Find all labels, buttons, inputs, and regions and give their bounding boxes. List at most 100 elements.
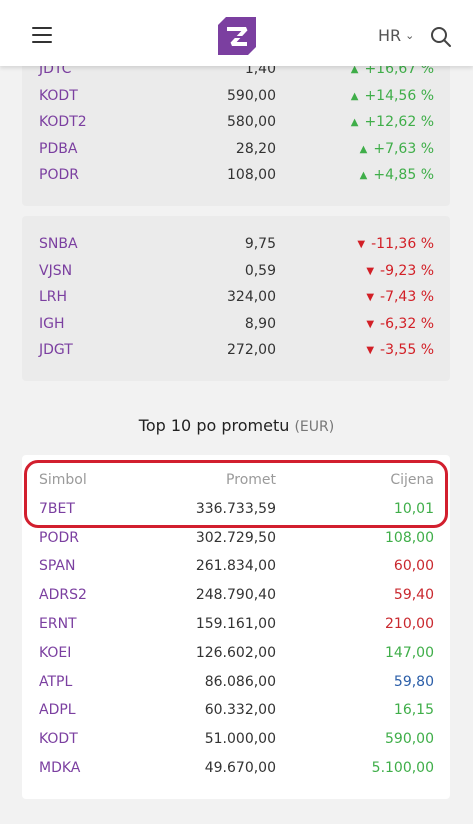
triangle-up-icon: ▲ — [350, 64, 359, 75]
section-title: Top 10 po prometu (EUR) — [0, 416, 473, 435]
row-symbol[interactable]: ATPL — [39, 673, 73, 690]
table-row[interactable]: MDKA 49.670,00 5.100,00 — [22, 755, 450, 784]
gainers-card: JDTC 1,40 ▲ +16,67 % KODT 590,00 ▲ +14,56 % KODT… — [22, 44, 450, 206]
mover-row[interactable]: KODT2 580,00 ▲ +12,62 % — [22, 110, 450, 137]
row-turnover: 49.670,00 — [204, 759, 276, 776]
triangle-up-icon: ▲ — [350, 90, 359, 102]
triangle-down-icon: ▼ — [366, 292, 375, 303]
triangle-up-icon: ▲ — [359, 170, 368, 181]
row-price: 5.100,00 — [371, 759, 434, 776]
mover-change: ▼ -9,23 % — [366, 263, 434, 279]
mover-change: ▼ -3,55 % — [366, 342, 434, 358]
mover-value: 324,00 — [227, 289, 276, 305]
table-row[interactable]: ADPL 60.332,00 16,15 — [22, 697, 450, 726]
table-row[interactable]: KODT 51.000,00 590,00 — [22, 726, 450, 755]
triangle-up-icon: ▲ — [359, 143, 368, 155]
mover-row[interactable]: KODT 590,00 ▲ +14,56 % — [22, 84, 450, 111]
menu-icon[interactable] — [32, 27, 52, 43]
row-symbol[interactable]: ADRS2 — [39, 587, 87, 604]
chevron-down-icon: ⌄ — [405, 29, 415, 42]
table-row[interactable]: 7BET 336.733,59 10,01 — [22, 496, 450, 525]
row-price: 147,00 — [385, 644, 434, 661]
mover-change-value: +14,56 % — [364, 87, 434, 104]
row-symbol[interactable]: ADPL — [39, 702, 76, 719]
mover-row[interactable]: VJSN 0,59 ▼ -9,23 % — [22, 259, 450, 286]
mover-change-value: -9,23 % — [380, 262, 434, 279]
row-price: 60,00 — [393, 558, 434, 575]
row-price: 59,80 — [393, 673, 434, 690]
row-turnover: 336.733,59 — [195, 500, 276, 517]
mover-value: 9,75 — [244, 236, 276, 252]
mover-symbol[interactable]: KODT2 — [39, 114, 87, 130]
mover-value: 108,00 — [227, 167, 276, 183]
row-symbol[interactable]: ERNT — [39, 615, 77, 632]
mover-change-value: +7,63 % — [373, 140, 434, 157]
mover-row[interactable]: JDGT 272,00 ▼ -3,55 % — [22, 338, 450, 365]
mover-row[interactable]: PODR 108,00 ▲ +4,85 % — [22, 163, 450, 190]
mover-row[interactable]: IGH 8,90 ▼ -6,32 % — [22, 312, 450, 339]
row-symbol[interactable]: MDKA — [39, 759, 81, 776]
table-row[interactable]: ADRS2 248.790,40 59,40 — [22, 582, 450, 611]
mover-change-value: +12,62 % — [364, 114, 434, 130]
mover-change-value: -3,55 % — [380, 342, 434, 358]
language-label: HR — [378, 26, 402, 45]
mover-row[interactable]: LRH 324,00 ▼ -7,43 % — [22, 285, 450, 312]
mover-value: 8,90 — [244, 315, 276, 332]
mover-change-value: +4,85 % — [373, 167, 434, 183]
triangle-down-icon: ▼ — [366, 345, 375, 356]
row-symbol[interactable]: KOEI — [39, 644, 72, 661]
row-symbol[interactable]: SPAN — [39, 558, 76, 575]
language-selector[interactable]: HR ⌄ — [378, 26, 414, 45]
table-row[interactable]: PODR 302.729,50 108,00 — [22, 525, 450, 554]
mover-value: 580,00 — [227, 114, 276, 130]
turnover-table: Simbol Promet Cijena 7BET 336.733,59 10,01… — [22, 455, 450, 799]
mover-symbol[interactable]: IGH — [39, 315, 65, 332]
row-symbol[interactable]: KODT — [39, 731, 78, 748]
mover-change: ▲ +7,63 % — [360, 141, 434, 157]
turnover-rows: 7BET 336.733,59 10,01 PODR 302.729,50 108,00 S… — [22, 496, 450, 784]
mover-change-value: -11,36 % — [371, 236, 434, 252]
row-turnover: 261.834,00 — [195, 558, 276, 575]
header-symbol: Simbol — [39, 472, 87, 488]
triangle-up-icon: ▲ — [350, 117, 359, 128]
table-row[interactable]: SPAN 261.834,00 60,00 — [22, 553, 450, 582]
mover-symbol[interactable]: VJSN — [39, 262, 73, 279]
row-symbol[interactable]: PODR — [39, 529, 79, 546]
zse-logo-icon[interactable] — [218, 17, 256, 55]
row-price: 108,00 — [385, 529, 434, 546]
table-row[interactable]: ERNT 159.161,00 210,00 — [22, 611, 450, 640]
losers-list: SNBA 9,75 ▼ -11,36 % VJSN 0,59 ▼ -9,23 % LRH 324,… — [22, 232, 450, 365]
triangle-down-icon: ▼ — [366, 265, 375, 277]
mover-symbol[interactable]: PDBA — [39, 140, 78, 157]
row-turnover: 60.332,00 — [204, 702, 276, 719]
mover-symbol[interactable]: LRH — [39, 289, 68, 305]
mover-symbol[interactable]: PODR — [39, 167, 79, 183]
table-row[interactable]: KOEI 126.602,00 147,00 — [22, 640, 450, 669]
mover-symbol[interactable]: SNBA — [39, 236, 78, 252]
app-header: HR ⌄ — [0, 0, 473, 66]
row-price: 16,15 — [393, 702, 434, 719]
triangle-down-icon: ▼ — [357, 239, 366, 250]
mover-change: ▼ -7,43 % — [366, 289, 434, 305]
header-price: Cijena — [390, 472, 434, 488]
mover-value: 28,20 — [235, 140, 276, 157]
mover-symbol[interactable]: KODT — [39, 87, 78, 104]
triangle-down-icon: ▼ — [366, 318, 375, 330]
mover-row[interactable]: SNBA 9,75 ▼ -11,36 % — [22, 232, 450, 259]
mover-change: ▼ -11,36 % — [357, 236, 434, 252]
mover-change: ▼ -6,32 % — [366, 316, 434, 332]
row-price: 10,01 — [393, 500, 434, 517]
row-price: 59,40 — [393, 587, 434, 604]
gainers-list: JDTC 1,40 ▲ +16,67 % KODT 590,00 ▲ +14,56 % KODT… — [22, 57, 450, 190]
mover-row[interactable]: PDBA 28,20 ▲ +7,63 % — [22, 137, 450, 164]
mover-value: 272,00 — [227, 342, 276, 358]
table-header-row: Simbol Promet Cijena — [22, 467, 450, 496]
mover-change: ▲ +12,62 % — [351, 114, 434, 130]
mover-change: ▲ +4,85 % — [360, 167, 434, 183]
row-turnover: 86.086,00 — [204, 673, 276, 690]
row-turnover: 126.602,00 — [195, 644, 276, 661]
table-row[interactable]: ATPL 86.086,00 59,80 — [22, 669, 450, 698]
row-symbol[interactable]: 7BET — [39, 500, 75, 517]
search-icon[interactable] — [430, 26, 452, 48]
mover-symbol[interactable]: JDGT — [39, 342, 73, 358]
